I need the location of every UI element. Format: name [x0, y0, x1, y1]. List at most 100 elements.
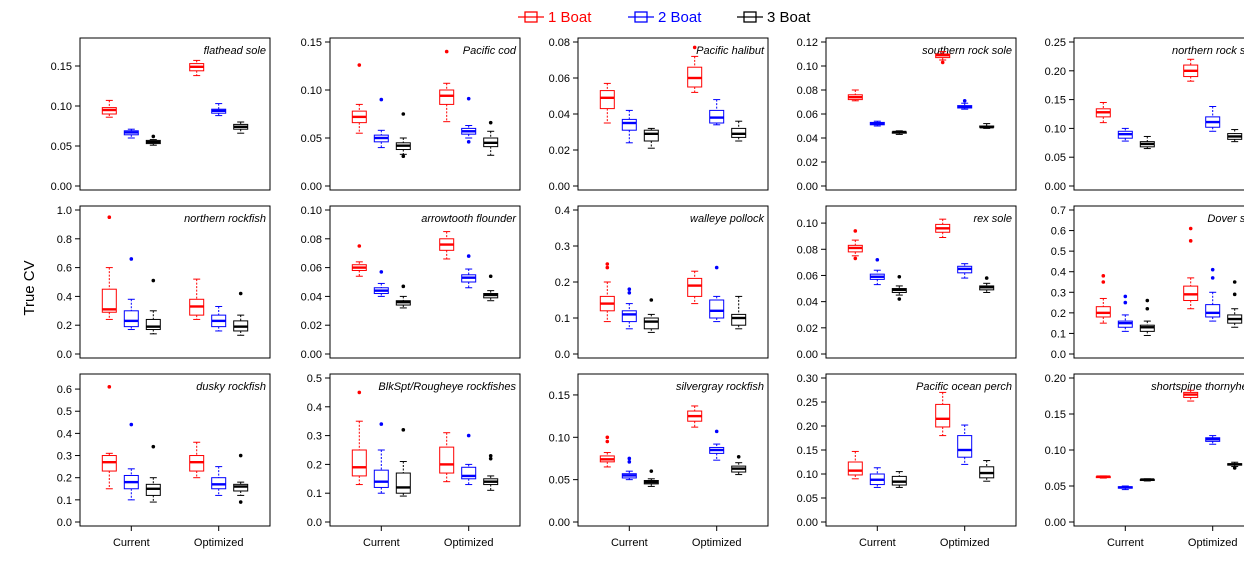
box-2-boat-current — [1117, 294, 1133, 332]
box-1-boat-optimized — [1183, 226, 1199, 310]
legend-box-icon — [634, 11, 648, 23]
box-1-boat-current — [599, 82, 615, 124]
iqr-box — [351, 449, 367, 477]
box-2-boat-optimized — [211, 103, 227, 117]
x-category-label: Optimized — [940, 537, 990, 549]
y-tick-label: 0.10 — [797, 61, 818, 73]
x-category-label: Current — [611, 537, 648, 549]
y-tick-label: 0.4 — [57, 291, 72, 303]
y-tick-label: 0.00 — [797, 349, 818, 361]
box-2-boat-optimized — [957, 263, 973, 279]
legend-label: 3 Boat — [767, 9, 811, 26]
y-tick-label: 0.30 — [797, 373, 818, 385]
box-1-boat-optimized — [1183, 389, 1199, 402]
box-3-boat-current — [1139, 298, 1155, 336]
iqr-box — [621, 310, 637, 323]
y-tick-label: 0.2 — [555, 277, 570, 289]
y-tick-label: 0.02 — [797, 157, 818, 169]
y-tick-label: 0.05 — [51, 141, 72, 153]
panel-frame — [1073, 205, 1244, 359]
y-tick-label: 0.1 — [57, 495, 72, 507]
box-1-boat-current — [847, 229, 863, 261]
box-1-boat-optimized — [935, 218, 951, 238]
y-tick-label: 0.15 — [797, 445, 818, 457]
y-tick-label: 0.00 — [1045, 181, 1066, 193]
box-2-boat-current — [621, 287, 637, 330]
outlier-point — [129, 422, 134, 427]
y-tick-label: 0.3 — [307, 431, 322, 443]
iqr-box — [643, 129, 659, 142]
outlier-point — [1188, 239, 1193, 243]
x-category-label: Optimized — [692, 537, 742, 549]
iqr-box — [101, 288, 117, 313]
outlier-point — [129, 257, 134, 261]
y-tick-label: 0.8 — [57, 234, 72, 246]
panel-pacific-ocean-perch: Pacific ocean perch 0.00 0.05 0.10 0.15 0.20 0… — [797, 373, 1017, 549]
y-tick-label: 0.3 — [57, 451, 72, 463]
y-tick-label: 0.0 — [1051, 349, 1066, 361]
box-3-boat-current — [891, 130, 907, 135]
y-tick-label: 0.10 — [797, 469, 818, 481]
box-1-boat-current — [101, 215, 117, 320]
outlier-point — [649, 298, 654, 302]
box-2-boat-current — [869, 467, 885, 488]
outlier-point — [379, 97, 384, 102]
box-1-boat-optimized — [687, 405, 703, 428]
outlier-point — [984, 276, 989, 280]
y-tick-label: 0.10 — [1045, 123, 1066, 135]
panel-title: northern rockfish — [184, 213, 266, 225]
y-tick-label: 0.02 — [797, 323, 818, 335]
panel-dusky-rockfish: dusky rockfish 0.0 0.1 0.2 0.3 0.4 0.5 0.6 Curre… — [57, 373, 271, 549]
box-1-boat-current — [1095, 274, 1111, 324]
box-2-boat-current — [373, 422, 389, 494]
y-tick-label: 0.10 — [301, 205, 322, 217]
y-tick-label: 0.15 — [1045, 95, 1066, 107]
box-2-boat-optimized — [211, 466, 227, 496]
y-tick-label: 0.6 — [1051, 226, 1066, 238]
box-1-boat-current — [351, 63, 367, 134]
x-category-label: Current — [1107, 537, 1144, 549]
box-2-boat-optimized — [957, 424, 973, 465]
legend-entry-2-boat: 2 Boat — [628, 9, 702, 26]
box-3-boat-optimized — [1227, 461, 1243, 470]
iqr-box — [439, 446, 455, 474]
iqr-box — [643, 317, 659, 330]
outlier-point — [940, 60, 945, 65]
y-tick-label: 0.15 — [1045, 409, 1066, 421]
box-3-boat-optimized — [979, 123, 995, 129]
panel-pacific-cod: Pacific cod 0.00 0.05 0.10 0.15 — [301, 37, 521, 193]
y-tick-label: 0.5 — [1051, 246, 1066, 258]
box-3-boat-optimized — [1227, 129, 1243, 143]
iqr-box — [145, 318, 161, 331]
outlier-point — [897, 297, 902, 301]
box-1-boat-current — [1095, 475, 1111, 479]
box-1-boat-current — [847, 450, 863, 480]
box-3-boat-current — [145, 278, 161, 335]
legend-box-icon — [743, 11, 757, 23]
outlier-point — [1123, 300, 1128, 305]
y-tick-label: 0.10 — [1045, 445, 1066, 457]
box-3-boat-optimized — [731, 454, 747, 476]
box-3-boat-optimized — [979, 460, 995, 482]
y-tick-label: 0.0 — [307, 517, 322, 529]
panel-blkspt-rougheye-rockfishes: BlkSpt/Rougheye rockfishes 0.0 0.1 0.2 0.3 0.… — [307, 373, 521, 549]
y-tick-label: 0.00 — [549, 517, 570, 529]
panel-title: rex sole — [973, 213, 1012, 225]
box-3-boat-current — [145, 444, 161, 503]
box-2-boat-optimized — [461, 433, 477, 486]
box-1-boat-optimized — [935, 51, 951, 65]
box-3-boat-current — [891, 274, 907, 301]
legend-label: 1 Boat — [548, 9, 592, 26]
iqr-box — [687, 277, 703, 297]
y-tick-label: 0.05 — [797, 493, 818, 505]
box-2-boat-optimized — [211, 305, 227, 332]
y-tick-label: 0.4 — [307, 402, 322, 414]
y-tick-label: 0.12 — [797, 37, 818, 49]
x-category-label: Optimized — [1188, 537, 1238, 549]
y-tick-label: 0.08 — [797, 85, 818, 97]
y-tick-label: 0.20 — [1045, 66, 1066, 78]
box-1-boat-current — [351, 390, 367, 486]
box-1-boat-optimized — [189, 441, 205, 479]
panel-frame — [825, 205, 1017, 359]
